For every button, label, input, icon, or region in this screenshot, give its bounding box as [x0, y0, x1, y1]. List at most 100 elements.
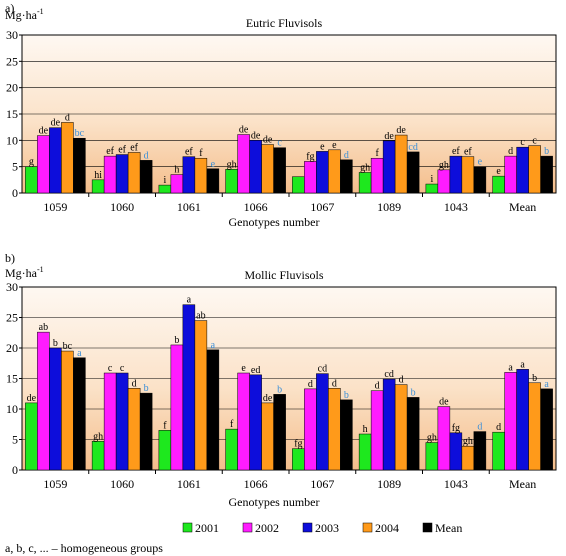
bar-2001 — [91, 179, 105, 194]
bar-2002 — [237, 372, 250, 471]
x-category-label: 1060 — [110, 477, 134, 491]
bar-group-label: d — [65, 112, 70, 123]
x-category-label: 1061 — [177, 477, 201, 491]
bar-group-label: a — [187, 295, 192, 306]
bar-group-label: de — [263, 135, 273, 146]
legend-swatch-2003 — [302, 522, 313, 533]
bar-group-label: c — [120, 363, 125, 374]
bar-2003 — [182, 156, 196, 194]
bar-group-label: f — [230, 419, 234, 430]
bar-2002 — [437, 169, 451, 194]
chart-title: Eutric Fluvisols — [246, 16, 323, 30]
bar-mean — [273, 394, 286, 471]
y-axis-label-unit: Mg·ha — [5, 8, 38, 22]
bar-2001 — [492, 431, 505, 471]
bar-group-label: e — [320, 141, 325, 152]
y-tick-label: 15 — [6, 107, 18, 121]
y-tick-label: 30 — [6, 28, 18, 42]
bar-2001 — [425, 442, 439, 471]
bar-2001 — [225, 428, 238, 471]
bar-group-label: a — [520, 359, 525, 370]
bar-2002 — [170, 174, 184, 194]
bar-2004 — [261, 402, 274, 471]
y-axis-label: Mg·ha-1 — [5, 7, 44, 22]
bar-mean — [406, 151, 420, 194]
bar-2002 — [103, 155, 117, 194]
bar-group-label: bc — [63, 341, 73, 352]
legend-label: 2003 — [315, 521, 339, 535]
panel-label: b) — [5, 251, 15, 265]
x-category-label: 1043 — [444, 477, 468, 491]
y-tick-label: 25 — [6, 311, 18, 325]
bar-2001 — [25, 402, 38, 471]
bar-group-label: de — [251, 130, 261, 141]
bar-2001 — [225, 169, 238, 194]
x-axis-title: Genotypes number — [229, 495, 320, 509]
x-category-label: 1066 — [244, 200, 268, 214]
y-tick-label: 20 — [6, 341, 18, 355]
bar-mean — [206, 168, 220, 194]
bar-group-label: de — [396, 125, 406, 136]
bar-group-label: gh — [439, 160, 449, 171]
bar-group-label: de — [384, 131, 394, 142]
bar-2001 — [158, 430, 172, 471]
bar-2002 — [37, 135, 50, 194]
bar-group-label: d — [477, 422, 482, 433]
bar-2003 — [115, 372, 129, 471]
bar-group-label: ab — [196, 311, 205, 322]
bar-group-label: de — [39, 126, 49, 137]
bar-group-label: de — [27, 393, 37, 404]
x-category-label: 1043 — [444, 200, 468, 214]
bar-2004 — [127, 152, 141, 194]
bar-2002 — [504, 372, 517, 471]
bar-group-label: c — [520, 137, 525, 148]
bar-2004 — [261, 144, 274, 194]
bar-group-label: h — [174, 165, 179, 176]
legend-label: 2004 — [375, 521, 399, 535]
x-category-label: 1067 — [310, 200, 334, 214]
bar-group-label: ed — [251, 365, 260, 376]
bar-2003 — [449, 432, 463, 471]
bar-group-label: hi — [94, 170, 102, 181]
y-tick-label: 25 — [6, 54, 18, 68]
bar-2001 — [358, 433, 372, 471]
bar-2003 — [449, 155, 463, 194]
bar-2002 — [370, 390, 384, 471]
bar-mean — [540, 388, 553, 471]
bar-2004 — [328, 388, 341, 471]
x-category-label: 1061 — [177, 200, 201, 214]
bar-2001 — [25, 166, 38, 194]
bar-group-label: b — [174, 335, 179, 346]
y-tick-label: 0 — [12, 463, 18, 477]
y-tick-label: 5 — [12, 160, 18, 174]
bar-group-label: d — [344, 150, 349, 161]
bar-2003 — [49, 127, 62, 194]
bar-group-label: b — [544, 146, 549, 157]
bar-group-label: cd — [384, 369, 393, 380]
bar-group-label: b — [53, 338, 58, 349]
bar-group-label: de — [263, 393, 273, 404]
bar-group-label: b — [144, 383, 149, 394]
bar-2001 — [91, 441, 105, 471]
bar-2001 — [292, 448, 305, 471]
bar-group-label: d — [144, 150, 149, 161]
x-category-label: 1059 — [43, 200, 67, 214]
bar-2004 — [461, 156, 475, 194]
bar-2002 — [103, 372, 117, 471]
bar-mean — [473, 431, 487, 471]
bar-2004 — [61, 350, 74, 471]
bar-group-label: ef — [464, 147, 472, 158]
bar-mean — [340, 399, 353, 471]
y-tick-label: 30 — [6, 280, 18, 294]
bar-2004 — [528, 382, 541, 471]
bar-mean — [406, 397, 420, 471]
bar-group-label: cd — [408, 142, 417, 153]
bar-group-label: fg — [306, 151, 314, 162]
bar-mean — [540, 155, 553, 194]
x-category-label: 1059 — [43, 477, 67, 491]
bar-2002 — [170, 344, 184, 471]
bar-group-label: d — [308, 379, 313, 390]
bar-2004 — [328, 149, 341, 194]
legend-swatch-2004 — [362, 522, 373, 533]
